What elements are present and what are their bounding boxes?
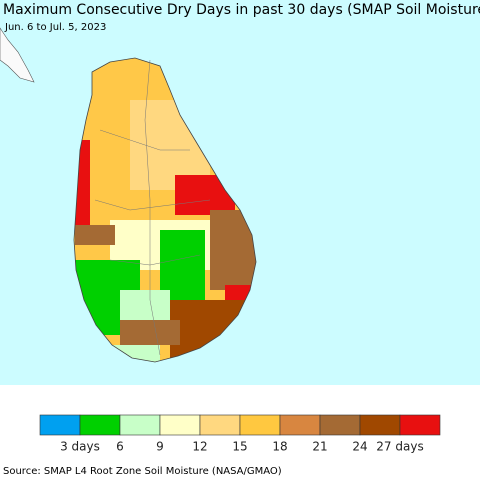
legend-label: 27 days bbox=[376, 440, 423, 454]
legend-swatch bbox=[79, 414, 121, 436]
legend-label: 9 bbox=[156, 440, 164, 454]
legend-swatch bbox=[119, 414, 161, 436]
legend-swatch bbox=[319, 414, 361, 436]
legend-label: 3 days bbox=[60, 440, 100, 454]
subtitle: Jun. 6 to Jul. 5, 2023 bbox=[4, 22, 106, 33]
legend-swatch bbox=[199, 414, 241, 436]
legend-label: 21 bbox=[312, 440, 327, 454]
title: Maximum Consecutive Dry Days in past 30 … bbox=[3, 2, 480, 18]
coastline bbox=[73, 57, 257, 363]
legend-swatch bbox=[239, 414, 281, 436]
district-borders bbox=[94, 59, 211, 356]
legend-label: 6 bbox=[116, 440, 124, 454]
legend-swatch bbox=[159, 414, 201, 436]
legend-swatch bbox=[39, 414, 81, 436]
legend-swatch bbox=[399, 414, 441, 436]
region bbox=[120, 320, 180, 345]
region bbox=[75, 225, 115, 245]
legend-label: 24 bbox=[352, 440, 367, 454]
legend-label: 18 bbox=[272, 440, 287, 454]
legend-swatch bbox=[279, 414, 321, 436]
legend-label: 15 bbox=[232, 440, 247, 454]
region bbox=[160, 230, 205, 300]
sea bbox=[0, 0, 480, 385]
source: Source: SMAP L4 Root Zone Soil Moisture … bbox=[3, 466, 282, 477]
india-coast bbox=[0, 27, 35, 83]
legend: 3 days 6 9 12 15 18 21 24 27 days bbox=[39, 414, 441, 454]
legend-label: 12 bbox=[192, 440, 207, 454]
legend-swatch bbox=[359, 414, 401, 436]
